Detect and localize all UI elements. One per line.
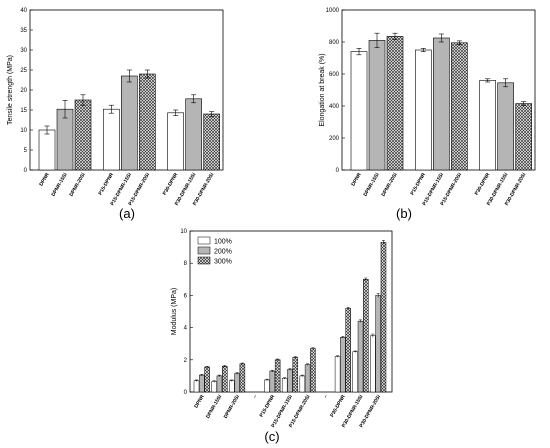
- y-tick-label: 0: [184, 390, 188, 396]
- y-tick-label: 25: [20, 68, 27, 74]
- bar: [334, 356, 341, 393]
- x-tick-label: P30-DPNR: [474, 172, 492, 197]
- x-tick-label: DPNR-20Si: [223, 393, 242, 419]
- bar: [269, 370, 276, 393]
- panel-c-label: (c): [264, 429, 279, 444]
- bar: [375, 295, 381, 393]
- bar: [363, 279, 369, 393]
- bar: [287, 369, 293, 393]
- y-tick-label: 0: [336, 168, 340, 174]
- bar: [103, 108, 120, 171]
- y-tick-label: 400: [329, 104, 340, 110]
- bar: [199, 374, 205, 393]
- bar: [292, 357, 299, 393]
- bar: [368, 40, 386, 171]
- x-tick-label: DPNR-20Si: [68, 171, 87, 197]
- bar: [310, 348, 316, 393]
- bar: [203, 113, 220, 171]
- bar: [167, 112, 184, 171]
- bar: [515, 103, 532, 171]
- x-tick-label: –: [323, 394, 330, 400]
- panel-a-label: (a): [119, 206, 135, 221]
- y-tick-label: 5: [24, 148, 28, 154]
- y-tick-label: 1000: [326, 8, 340, 14]
- bar: [451, 42, 468, 171]
- y-tick-label: 35: [20, 28, 27, 34]
- bar: [497, 82, 514, 171]
- y-tick-label: 200: [329, 136, 340, 142]
- x-tick-label: –: [252, 394, 259, 400]
- bar: [281, 378, 288, 393]
- y-tick-label: 2: [184, 358, 188, 364]
- bar: [357, 320, 364, 393]
- bar: [386, 36, 404, 171]
- y-tick-label: 4: [184, 326, 188, 332]
- y-tick-label: 600: [329, 72, 340, 78]
- bar: [74, 99, 92, 171]
- bar: [229, 380, 235, 393]
- bar: [204, 366, 210, 393]
- bar: [193, 380, 200, 393]
- bar: [121, 75, 138, 171]
- y-tick-label: 8: [184, 261, 188, 267]
- y-tick-label: 800: [329, 40, 340, 46]
- bar: [264, 379, 270, 393]
- bar: [340, 337, 346, 393]
- panel-a-chart: 0 5 10 15 20 25 30 35 40 Tensile strength (MPa) DP…: [7, 8, 224, 207]
- y-tick-label: 10: [180, 229, 187, 235]
- bar: [56, 108, 74, 171]
- bar: [38, 129, 56, 171]
- bar: [216, 375, 223, 393]
- y-tick-label: 6: [184, 293, 188, 299]
- x-tick-label: DPNR-15Si: [362, 171, 381, 197]
- bar: [370, 335, 376, 393]
- x-tick-label: DPNR: [38, 172, 50, 188]
- bar: [415, 49, 432, 171]
- x-tick-label: P15-DPNR: [259, 394, 277, 419]
- x-tick-label: P30-DPNR: [162, 172, 180, 197]
- bar: [211, 381, 217, 393]
- bar: [221, 365, 228, 393]
- x-tick-label: P30-DPNR: [329, 394, 347, 419]
- y-axis-title: Elongation at break (%): [319, 53, 326, 126]
- legend-label: 200%: [214, 249, 232, 256]
- x-tick-label: DPNR: [193, 394, 205, 410]
- panel-b-label: (b): [396, 206, 412, 221]
- panel-c-chart: 0 2 4 6 8 10 Modulus (MPa) DPNR DPNR-15Si DPNR-20…: [171, 229, 393, 429]
- panel-b-chart: 0 200 400 600 800 1000 Elongation at break (%)…: [319, 8, 536, 207]
- x-tick-label: P15-DPNR: [98, 172, 116, 197]
- bar: [139, 73, 156, 171]
- bar: [352, 351, 358, 393]
- bar: [433, 37, 450, 171]
- bar: [299, 375, 306, 393]
- legend-label: 300%: [214, 259, 232, 266]
- bar: [185, 98, 202, 171]
- x-tick-label: P15-DPNR: [410, 172, 428, 197]
- legend-swatch: [197, 256, 211, 265]
- bar: [380, 242, 387, 393]
- y-axis-title: Modulus (MPa): [171, 288, 178, 335]
- y-axis-title: Tensile strength (MPa): [7, 55, 14, 125]
- bar: [345, 308, 351, 393]
- bar: [479, 80, 496, 171]
- y-tick-label: 20: [20, 88, 27, 94]
- x-tick-label: DPNR-20Si: [380, 171, 399, 197]
- y-tick-label: 30: [20, 48, 27, 54]
- bar: [239, 363, 246, 393]
- bar: [234, 373, 240, 393]
- legend-label: 100%: [214, 239, 232, 246]
- y-tick-label: 15: [20, 108, 27, 114]
- x-tick-label: DPNR: [350, 172, 362, 188]
- bar: [304, 364, 311, 393]
- y-tick-label: 0: [24, 168, 28, 174]
- bar: [274, 359, 281, 393]
- x-tick-label: DPNR-15Si: [205, 393, 224, 419]
- legend-swatch: [197, 236, 211, 245]
- x-tick-label: DPNR-15Si: [50, 171, 69, 197]
- bar: [350, 51, 368, 171]
- y-tick-label: 10: [20, 128, 27, 134]
- y-tick-label: 40: [20, 8, 27, 14]
- legend-swatch: [197, 246, 211, 255]
